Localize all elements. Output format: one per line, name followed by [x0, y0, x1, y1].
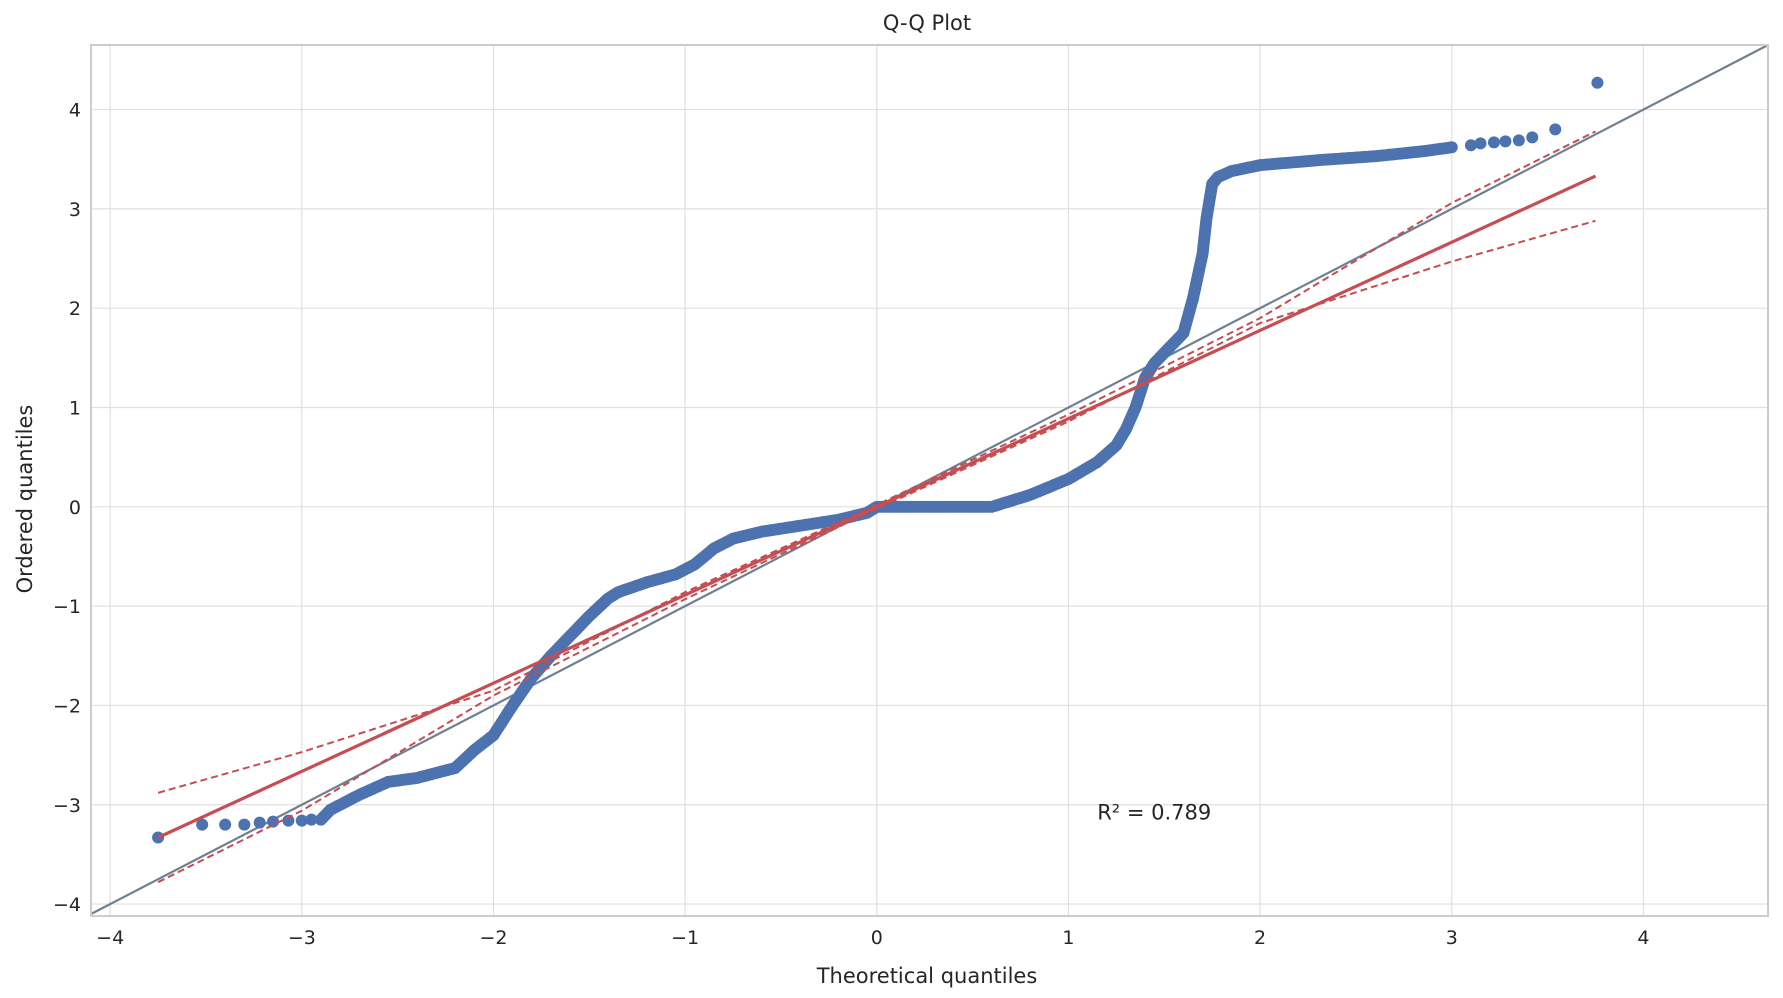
- y-tick-label: 0: [69, 497, 81, 519]
- x-tick-labels: −4 −3 −2 −1 0 1 2 3 4: [96, 927, 1649, 949]
- reference-line: [90, 44, 1769, 915]
- data-point: [305, 813, 318, 826]
- data-point: [219, 818, 232, 831]
- y-tick-label: 3: [69, 199, 81, 221]
- data-point: [1512, 134, 1525, 147]
- y-tick-label: 2: [69, 298, 81, 320]
- fit-line: [157, 174, 1597, 839]
- y-tick-labels: −4 −3 −2 −1 0 1 2 3 4: [53, 100, 81, 917]
- data-point: [152, 831, 165, 844]
- x-tick-label: −2: [479, 927, 507, 949]
- data-point: [295, 814, 308, 827]
- r-squared-annotation: R² = 0.789: [1097, 801, 1211, 825]
- y-tick-label: −4: [53, 894, 81, 916]
- data-point: [1499, 135, 1512, 148]
- plot-area-frame: [90, 44, 1769, 917]
- y-tick-label: 4: [69, 100, 81, 122]
- y-tick-label: −1: [53, 596, 81, 618]
- x-tick-label: 0: [871, 927, 883, 949]
- ci-upper-line: [157, 130, 1596, 794]
- x-tick-label: −1: [671, 927, 699, 949]
- data-point: [238, 818, 251, 831]
- y-tick-label: −2: [53, 695, 81, 717]
- data-point: [1526, 131, 1539, 144]
- data-point: [1487, 136, 1500, 149]
- y-axis-title: Ordered quantiles: [13, 405, 37, 594]
- data-point: [196, 818, 209, 831]
- data-point: [1445, 141, 1458, 154]
- data-point: [1464, 139, 1477, 152]
- x-tick-label: −3: [288, 927, 316, 949]
- y-tick-label: 1: [69, 398, 81, 420]
- y-tick-label: −3: [53, 795, 81, 817]
- data-point: [282, 814, 295, 827]
- fit-line-layer: [157, 130, 1597, 884]
- data-point: [1474, 137, 1487, 150]
- data-point: [267, 815, 280, 828]
- x-tick-label: 1: [1062, 927, 1074, 949]
- data-point: [1549, 123, 1562, 136]
- reference-line-layer: [90, 44, 1769, 915]
- data-point: [253, 816, 266, 829]
- data-point: [1591, 76, 1604, 89]
- ci-lower-line: [157, 219, 1596, 884]
- x-axis-title: Theoretical quantiles: [816, 964, 1038, 988]
- chart-title: Q-Q Plot: [883, 11, 971, 35]
- x-tick-label: 4: [1637, 927, 1649, 949]
- x-tick-label: −4: [96, 927, 124, 949]
- x-tick-label: 3: [1446, 927, 1458, 949]
- x-tick-label: 2: [1254, 927, 1266, 949]
